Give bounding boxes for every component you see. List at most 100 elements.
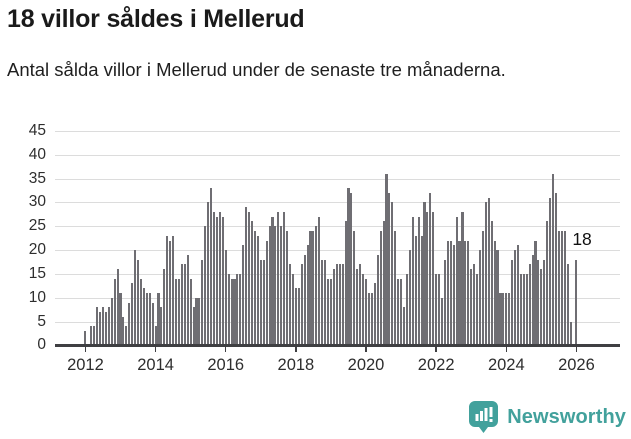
bar bbox=[93, 326, 96, 346]
y-axis-tick-label: 5 bbox=[37, 312, 46, 330]
bar bbox=[467, 240, 470, 346]
x-axis-tick-label: 2012 bbox=[67, 356, 104, 374]
bar bbox=[113, 278, 116, 346]
bar bbox=[230, 278, 233, 346]
bar bbox=[569, 321, 572, 346]
newsworthy-wordmark: Newsworthy bbox=[507, 406, 626, 428]
chart-subtitle: Antal sålda villor i Mellerud under de s… bbox=[7, 59, 506, 80]
bar bbox=[552, 173, 555, 346]
bar bbox=[309, 231, 312, 346]
bar bbox=[300, 264, 303, 346]
x-axis-tick-label: 2024 bbox=[487, 356, 525, 374]
bar bbox=[391, 202, 394, 346]
page-title: 18 villor såldes i Mellerud bbox=[7, 5, 305, 33]
bar bbox=[239, 273, 242, 346]
y-axis-tick-label: 15 bbox=[28, 264, 46, 282]
bar bbox=[557, 231, 560, 346]
bar bbox=[186, 254, 189, 346]
bar bbox=[99, 312, 102, 346]
bar bbox=[175, 278, 178, 346]
bar bbox=[341, 264, 344, 346]
bar bbox=[90, 326, 93, 346]
bar bbox=[414, 235, 417, 346]
bar bbox=[172, 235, 175, 346]
bar bbox=[426, 211, 429, 346]
bar bbox=[400, 278, 403, 346]
bar bbox=[286, 231, 289, 346]
bar bbox=[198, 297, 201, 346]
bar bbox=[511, 259, 514, 346]
bar bbox=[554, 192, 558, 346]
bar bbox=[125, 326, 128, 346]
bar bbox=[499, 292, 502, 346]
x-axis-tick-label: 2022 bbox=[417, 356, 455, 374]
bar bbox=[262, 259, 265, 346]
bar bbox=[218, 211, 221, 346]
gridline bbox=[55, 202, 620, 204]
bar bbox=[315, 226, 318, 346]
y-axis-tick-label: 30 bbox=[28, 193, 46, 211]
bar bbox=[192, 307, 195, 346]
bar bbox=[379, 231, 382, 346]
bar bbox=[137, 259, 140, 346]
bar bbox=[455, 216, 458, 346]
bar bbox=[256, 235, 259, 346]
bar bbox=[250, 221, 254, 346]
bar bbox=[303, 254, 306, 346]
bar bbox=[151, 302, 154, 346]
bar bbox=[473, 264, 476, 346]
x-axis-tick-label: 2020 bbox=[347, 356, 385, 374]
bar bbox=[154, 326, 157, 346]
bar bbox=[458, 240, 461, 346]
bar bbox=[259, 259, 262, 346]
bar bbox=[233, 278, 236, 346]
bar bbox=[157, 292, 160, 346]
bar bbox=[248, 211, 251, 346]
bar bbox=[104, 312, 107, 346]
newsworthy-branding: Newsworthy bbox=[469, 401, 626, 434]
bar bbox=[543, 259, 546, 346]
bar bbox=[405, 273, 408, 346]
bar bbox=[382, 221, 385, 346]
bar bbox=[148, 292, 151, 346]
bar bbox=[207, 202, 210, 346]
bar bbox=[423, 202, 426, 346]
bar bbox=[221, 216, 224, 346]
bar bbox=[329, 278, 332, 346]
bar bbox=[274, 226, 277, 346]
bar bbox=[347, 188, 350, 346]
y-axis-tick-label: 35 bbox=[28, 169, 46, 187]
bar bbox=[236, 273, 239, 346]
bar bbox=[446, 240, 449, 346]
bar bbox=[212, 211, 216, 346]
bar bbox=[166, 235, 169, 346]
x-axis-tick-label: 2018 bbox=[277, 356, 315, 374]
bar bbox=[461, 211, 464, 346]
bar bbox=[362, 273, 365, 346]
bar bbox=[397, 278, 400, 346]
bar bbox=[364, 278, 368, 346]
bar bbox=[478, 250, 482, 346]
newsworthy-logo-icon bbox=[469, 401, 499, 433]
bar bbox=[508, 292, 511, 346]
bar bbox=[119, 292, 122, 346]
bar bbox=[438, 273, 441, 346]
x-axis-tick-label: 2016 bbox=[207, 356, 245, 374]
bar bbox=[101, 307, 105, 346]
bar bbox=[563, 231, 566, 346]
bar bbox=[402, 307, 406, 346]
bar bbox=[519, 273, 522, 346]
bar bbox=[429, 192, 432, 346]
bar bbox=[297, 288, 300, 346]
x-axis-tick bbox=[575, 346, 578, 353]
bar bbox=[549, 197, 552, 346]
bar bbox=[245, 207, 248, 346]
bar bbox=[411, 216, 414, 346]
bar bbox=[335, 264, 338, 346]
bar bbox=[294, 288, 297, 346]
bar bbox=[388, 192, 391, 346]
bar bbox=[177, 278, 180, 346]
bar bbox=[496, 250, 499, 346]
bar bbox=[160, 307, 163, 346]
